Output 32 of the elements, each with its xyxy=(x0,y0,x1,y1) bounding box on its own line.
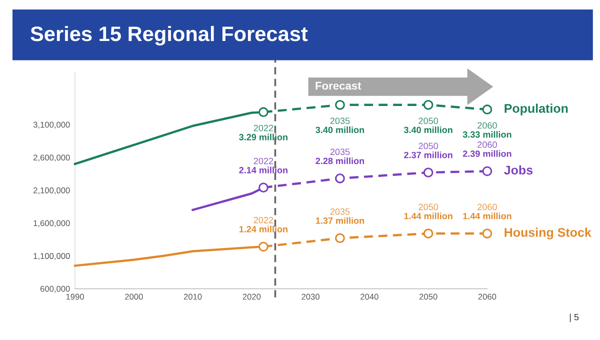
x-tick-label: 2050 xyxy=(419,294,438,300)
text: | 5 xyxy=(570,314,579,322)
annotation: Forecast xyxy=(316,82,362,90)
series-label: Housing Stock xyxy=(504,228,592,240)
x-tick-label: 2010 xyxy=(184,294,202,300)
annotation: 2022 3.29 million xyxy=(239,124,288,140)
y-tick-label: 1,100,000 xyxy=(34,253,70,260)
x-tick-label: 2000 xyxy=(125,294,143,300)
y-tick-label: 2,600,000 xyxy=(33,154,70,162)
annotation: 2050 2.37 million xyxy=(404,142,452,158)
annotation: 2050 1.44 million xyxy=(404,204,452,220)
y-tick-label: 1,600,000 xyxy=(34,220,70,228)
series-label: Jobs xyxy=(504,165,533,175)
y-tick-label: 2,100,000 xyxy=(33,187,70,194)
y-tick-label: 3,100,000 xyxy=(33,122,70,129)
x-tick-label: 2040 xyxy=(360,294,378,300)
x-tick-label: 2060 xyxy=(478,294,496,300)
annotation: 2050 3.40 million xyxy=(404,118,452,134)
annotation: 2060 3.33 million xyxy=(462,122,512,138)
annotation: 2035 1.37 million xyxy=(316,208,364,224)
x-tick-label: 1990 xyxy=(66,294,84,300)
annotation: 2022 1.24 million xyxy=(239,216,288,232)
annotation: 2060 1.44 million xyxy=(463,204,512,220)
annotation: 2035 3.40 million xyxy=(316,118,364,134)
y-tick-label: 600,000 xyxy=(40,286,70,293)
chart-title: Series 15 Regional Forecast xyxy=(30,26,308,46)
x-tick-label: 2030 xyxy=(302,294,320,300)
annotation: 2022 2.14 million xyxy=(239,158,288,174)
annotation: 2035 2.28 million xyxy=(316,148,364,164)
annotation: 2060 2.39 million xyxy=(462,141,512,157)
series-label: Population xyxy=(504,104,568,116)
x-tick-label: 2020 xyxy=(242,294,261,300)
